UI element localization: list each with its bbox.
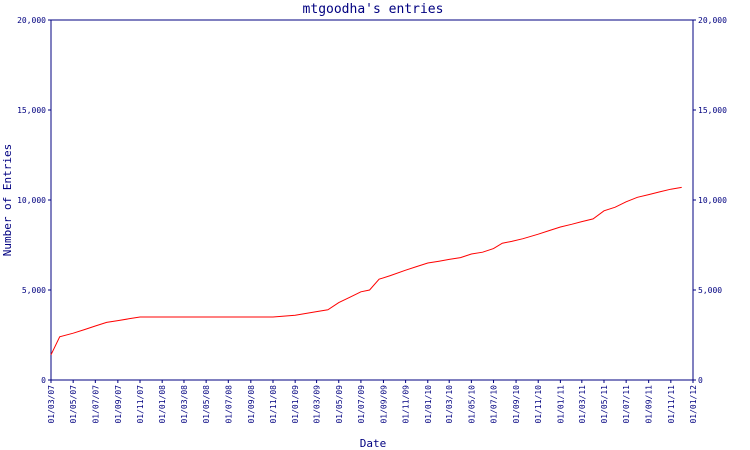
x-tick-label: 01/03/09 (313, 385, 322, 424)
x-tick-label: 01/01/09 (291, 385, 300, 424)
x-tick-label: 01/03/11 (578, 385, 587, 424)
x-tick-label: 01/03/08 (180, 385, 189, 424)
series-line (50, 186, 682, 356)
x-tick-label: 01/11/07 (136, 385, 145, 424)
plot-frame (50, 19, 694, 381)
y-axis-label: Number of Entries (1, 144, 14, 257)
chart-title: mtgoodha's entries (303, 2, 444, 17)
x-tick-label: 01/01/08 (158, 385, 167, 424)
x-tick-label: 01/11/11 (667, 385, 676, 424)
right-y-tick-label: 0 (698, 376, 703, 385)
x-tick-label: 01/03/07 (47, 385, 56, 424)
y-tick-label: 20,000 (17, 16, 46, 25)
x-tick-label: 01/11/09 (402, 385, 411, 424)
y-tick-label: 15,000 (17, 106, 46, 115)
y-tick-label: 0 (41, 376, 46, 385)
x-axis-label: Date (360, 437, 387, 450)
x-tick-label: 01/01/10 (424, 385, 433, 424)
x-tick-label: 01/05/11 (600, 385, 609, 424)
right-y-axis: 0 5,000 10,000 15,000 20,000 (693, 16, 727, 385)
x-tick-label: 01/07/11 (622, 385, 631, 424)
right-y-tick-label: 15,000 (698, 106, 727, 115)
x-tick-label: 01/05/07 (69, 385, 78, 424)
x-tick-label: 01/07/08 (224, 385, 233, 424)
x-tick-label: 01/03/10 (445, 385, 454, 424)
x-tick-label: 01/09/10 (512, 385, 521, 424)
x-tick-label: 01/11/10 (534, 385, 543, 424)
x-axis: 01/03/07 01/05/07 01/07/07 01/09/07 01/11/07… (47, 380, 698, 424)
x-tick-label: 01/05/08 (202, 385, 211, 424)
x-tick-label: 01/09/07 (114, 385, 123, 424)
x-tick-label: 01/11/08 (269, 385, 278, 424)
x-tick-label: 01/09/11 (645, 385, 654, 424)
y-tick-label: 5,000 (22, 286, 46, 295)
x-tick-label: 01/05/09 (335, 385, 344, 424)
right-y-tick-label: 10,000 (698, 196, 727, 205)
right-y-tick-label: 20,000 (698, 16, 727, 25)
x-tick-label: 01/07/10 (490, 385, 499, 424)
x-tick-label: 01/01/12 (689, 385, 698, 424)
y-tick-label: 10,000 (17, 196, 46, 205)
x-tick-label: 01/07/09 (357, 385, 366, 424)
x-tick-label: 01/01/11 (556, 385, 565, 424)
x-tick-label: 01/05/10 (467, 385, 476, 424)
left-y-axis: 0 5,000 10,000 15,000 20,000 (17, 16, 51, 385)
x-tick-label: 01/07/07 (91, 385, 100, 424)
x-tick-label: 01/09/08 (247, 385, 256, 424)
x-tick-label: 01/09/09 (379, 385, 388, 424)
right-y-tick-label: 5,000 (698, 286, 722, 295)
